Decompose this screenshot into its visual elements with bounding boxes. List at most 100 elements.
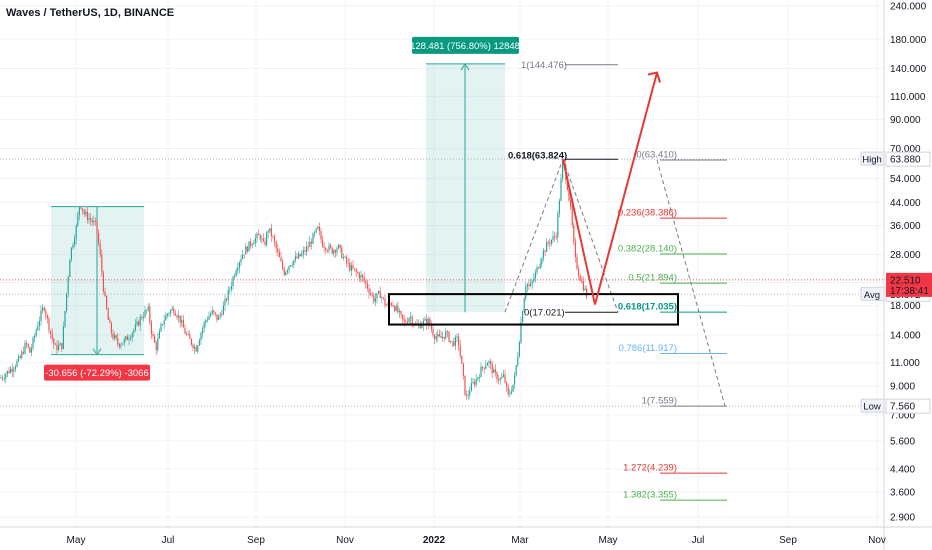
candle-body: [101, 254, 103, 273]
projection-arrow[interactable]: [562, 72, 658, 305]
candle-body: [494, 369, 496, 373]
price-tag-name: Avg: [864, 290, 880, 301]
measure-down-label[interactable]: -30.656 (-72.29%) -3066: [44, 364, 150, 381]
candle-body: [82, 208, 84, 212]
candle-body: [317, 226, 319, 229]
candle-body: [581, 281, 583, 282]
candle-body: [410, 316, 412, 319]
support-zone-box[interactable]: [388, 293, 679, 326]
candle-body: [206, 319, 208, 321]
candle-body: [270, 228, 272, 237]
candle-body: [307, 246, 309, 248]
candle-body: [67, 277, 69, 293]
candle-body: [445, 331, 447, 339]
candle-body: [266, 232, 268, 245]
candle-body: [278, 251, 280, 258]
candle-body: [544, 250, 546, 252]
y-axis[interactable]: 240.000 180.000 140.000 110.000 90.000 70.000…: [860, 0, 932, 550]
candle-body: [370, 293, 372, 294]
price-tag-low[interactable]: Low 7.560: [860, 398, 931, 414]
candle-body: [75, 225, 77, 239]
x-axis[interactable]: May Jul Sep Nov 2022 Mar May Jul Sep Nov: [0, 526, 932, 546]
candle-body: [189, 334, 191, 339]
candle-body: [440, 336, 442, 338]
candle-body: [352, 265, 354, 269]
candle-body: [104, 291, 106, 297]
measure-arrowhead: [460, 63, 470, 71]
candle-body: [394, 306, 396, 311]
drawing-overlays[interactable]: 1(144.476) 0.618(63.824) 0(17.021) 0(63.410…: [44, 36, 727, 501]
candle-body: [290, 265, 292, 267]
candle-body: [354, 268, 356, 270]
candle-body: [373, 295, 375, 302]
candle-body: [10, 368, 12, 373]
candle-body: [501, 376, 503, 379]
fib-label: 0(17.021): [524, 308, 565, 319]
price-tag-value-bg: [885, 151, 931, 167]
price-tag-high[interactable]: High 63.880: [860, 151, 931, 167]
candle-body: [546, 242, 548, 252]
candle-body: [453, 341, 455, 346]
price-tag-value: 63.880: [890, 155, 921, 166]
candle-body: [147, 306, 149, 310]
candle-body: [149, 306, 151, 322]
candle-body: [37, 325, 39, 331]
price-tag-current-value: 22.510: [890, 275, 921, 286]
candle-body: [221, 314, 223, 316]
candle-body: [131, 333, 133, 338]
candle-body: [325, 247, 327, 251]
candle-body: [222, 305, 224, 315]
candle-body: [541, 258, 543, 264]
candle-body: [16, 360, 18, 367]
candle-body: [229, 289, 231, 291]
candle-body: [50, 330, 52, 334]
candle-body: [160, 324, 162, 331]
price-tag-name-bg: [860, 398, 885, 413]
candle-body: [411, 316, 413, 324]
candle-body: [286, 269, 288, 272]
candle-body: [306, 246, 308, 252]
candle-body: [566, 179, 568, 190]
candle-body: [194, 346, 196, 349]
candle-body: [184, 327, 186, 334]
candlestick-series: [0, 158, 588, 401]
y-tick-label: 9.000: [890, 381, 915, 392]
candle-body: [38, 320, 40, 326]
candle-body: [48, 318, 50, 331]
candle-body: [110, 322, 112, 334]
candle-body: [178, 315, 180, 318]
candle-body: [130, 337, 132, 340]
candle-body: [314, 232, 316, 234]
candle-body: [128, 339, 130, 341]
measure-up-label[interactable]: 128.481 (756.80%) 12848: [410, 36, 520, 54]
candle-body: [197, 345, 199, 352]
candle-body: [43, 307, 45, 311]
candle-body: [120, 344, 122, 347]
candle-body: [186, 333, 188, 335]
candle-body: [13, 369, 15, 372]
candle-body: [269, 228, 271, 232]
candle-body: [34, 335, 36, 338]
candle-body: [88, 218, 90, 220]
candle-body: [382, 297, 384, 299]
candle-body: [341, 247, 343, 258]
candle-body: [213, 310, 215, 313]
candle-body: [400, 310, 402, 315]
candle-body: [112, 333, 114, 339]
candle-body: [138, 321, 140, 326]
candle-body: [54, 344, 56, 345]
price-tag-name: Low: [863, 402, 881, 413]
candle-body: [134, 324, 136, 330]
candle-body: [450, 340, 452, 342]
candle-body: [133, 329, 135, 334]
candle-body: [336, 248, 338, 253]
candle-body: [59, 343, 61, 346]
candle-body: [333, 250, 335, 254]
y-tick-label: 11.000: [890, 358, 920, 369]
candle-body: [74, 238, 76, 245]
measure-up-label-text: 128.481 (756.80%) 12848: [410, 41, 520, 52]
candle-body: [326, 250, 328, 252]
candle-body: [152, 334, 154, 337]
